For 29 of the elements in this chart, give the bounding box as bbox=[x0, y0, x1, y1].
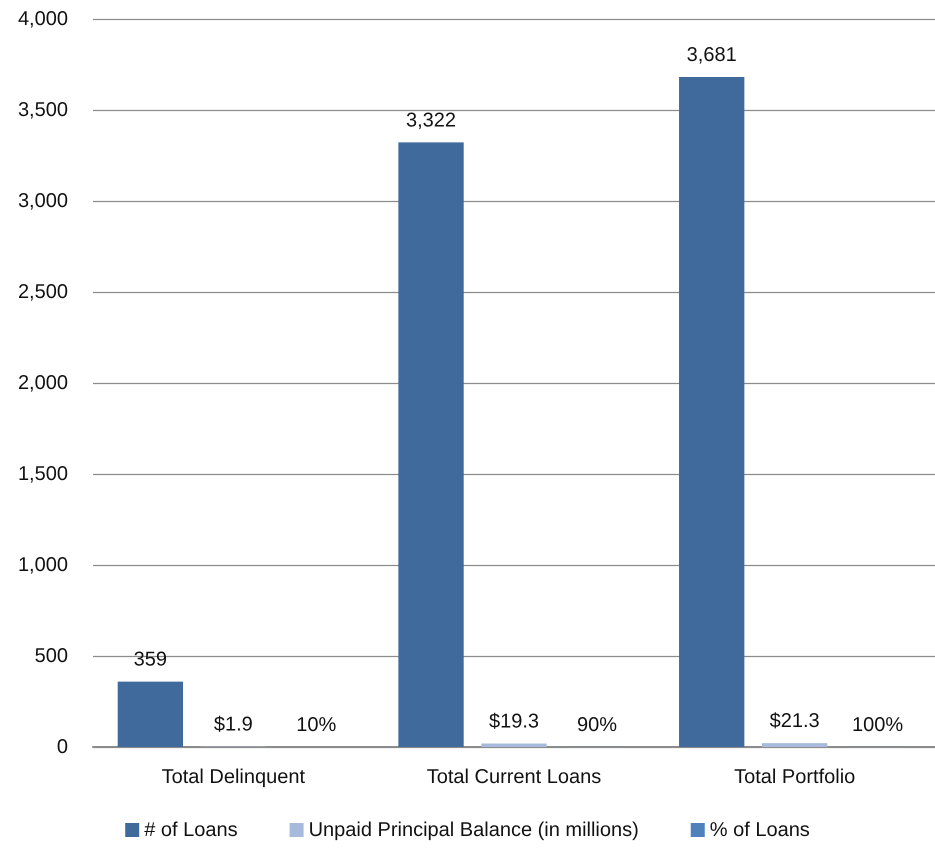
y-tick-label: 500 bbox=[34, 645, 68, 667]
data-label: 3,322 bbox=[406, 109, 456, 132]
bar bbox=[398, 142, 464, 747]
data-label: $19.3 bbox=[488, 710, 540, 732]
bar bbox=[481, 743, 547, 747]
bar bbox=[679, 77, 744, 747]
y-tick-label: 1,500 bbox=[18, 463, 68, 485]
y-tick-label: 2,000 bbox=[18, 372, 68, 394]
x-tick-label: Total Current Loans bbox=[426, 766, 602, 788]
data-label: 100% bbox=[852, 714, 904, 736]
data-label: 3,681 bbox=[686, 44, 737, 66]
y-tick-label: 2,500 bbox=[18, 281, 68, 303]
y-tick-label: 4,000 bbox=[18, 8, 68, 30]
y-tick-label: 0 bbox=[56, 736, 68, 758]
data-label: $1.9 bbox=[214, 714, 253, 736]
bar bbox=[762, 743, 828, 747]
data-label: 90% bbox=[576, 714, 618, 736]
x-tick-label: Total Delinquent bbox=[162, 766, 306, 788]
bar bbox=[118, 682, 184, 747]
legend-label: # of Loans bbox=[144, 819, 238, 841]
y-tick-label: 3,500 bbox=[18, 99, 68, 121]
data-label: $21.3 bbox=[770, 710, 820, 732]
y-tick-label: 3,000 bbox=[18, 190, 68, 212]
data-label: 359 bbox=[134, 648, 168, 671]
legend-label: Unpaid Principal Balance (in millions) bbox=[308, 819, 639, 841]
x-tick-label: Total Portfolio bbox=[734, 766, 856, 788]
data-label: 10% bbox=[296, 714, 337, 736]
y-tick-label: 1,000 bbox=[18, 554, 68, 576]
legend-label: % of Loans bbox=[710, 819, 810, 841]
